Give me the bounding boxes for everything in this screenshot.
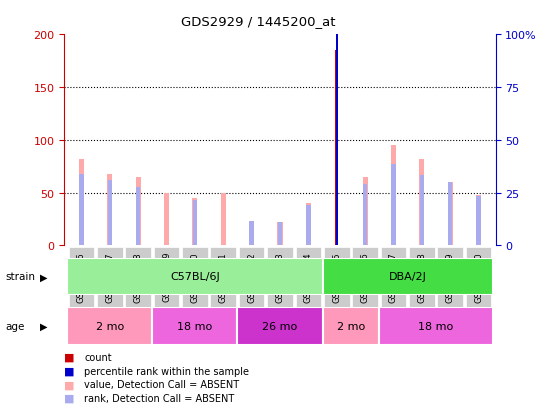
Bar (221, 193, 226, 246)
Text: DBA/2J: DBA/2J (389, 272, 427, 282)
Bar (363, 185, 367, 246)
Bar (306, 204, 311, 246)
Bar (419, 175, 424, 246)
FancyBboxPatch shape (69, 247, 94, 316)
Text: GSM152259: GSM152259 (162, 252, 171, 302)
Bar (448, 183, 452, 246)
FancyBboxPatch shape (324, 247, 349, 316)
FancyBboxPatch shape (296, 247, 321, 316)
FancyBboxPatch shape (154, 247, 179, 316)
Text: GSM152256: GSM152256 (77, 252, 86, 302)
Text: strain: strain (6, 272, 36, 282)
Text: value, Detection Call = ABSENT: value, Detection Call = ABSENT (84, 380, 239, 389)
Bar (136, 177, 141, 246)
Bar (164, 193, 169, 246)
Text: ■: ■ (64, 352, 75, 362)
Text: GSM152258: GSM152258 (134, 252, 143, 302)
Bar (79, 159, 84, 246)
FancyBboxPatch shape (381, 247, 406, 316)
FancyBboxPatch shape (466, 247, 491, 316)
Text: count: count (84, 352, 111, 362)
Bar (249, 223, 254, 246)
Text: GSM152268: GSM152268 (417, 252, 426, 302)
Text: GSM152269: GSM152269 (446, 252, 455, 302)
FancyBboxPatch shape (352, 247, 378, 316)
Bar (278, 223, 282, 246)
Bar (277, 223, 283, 246)
Bar (80, 174, 83, 246)
Bar (476, 195, 481, 246)
Text: ▶: ▶ (40, 321, 48, 331)
Text: GSM152270: GSM152270 (474, 252, 483, 302)
FancyBboxPatch shape (323, 258, 493, 295)
Text: 18 mo: 18 mo (178, 321, 212, 331)
Bar (249, 221, 254, 246)
Text: ▶: ▶ (40, 272, 48, 282)
Text: GSM152261: GSM152261 (219, 252, 228, 302)
FancyBboxPatch shape (125, 247, 151, 316)
Bar (107, 174, 113, 246)
Text: rank, Detection Call = ABSENT: rank, Detection Call = ABSENT (84, 393, 234, 403)
Text: 2 mo: 2 mo (96, 321, 124, 331)
Text: GSM152263: GSM152263 (276, 252, 284, 302)
Bar (136, 188, 141, 246)
FancyBboxPatch shape (182, 247, 208, 316)
Bar (336, 35, 338, 246)
FancyBboxPatch shape (379, 308, 493, 345)
Text: GSM152260: GSM152260 (190, 252, 199, 302)
Bar (477, 196, 480, 246)
Bar (391, 165, 396, 246)
Text: ■: ■ (64, 380, 75, 389)
FancyBboxPatch shape (152, 308, 237, 345)
Bar (335, 51, 338, 246)
Text: age: age (6, 321, 25, 331)
Text: 2 mo: 2 mo (337, 321, 365, 331)
Text: ■: ■ (64, 393, 75, 403)
FancyBboxPatch shape (67, 258, 323, 295)
Text: GSM152267: GSM152267 (389, 252, 398, 302)
FancyBboxPatch shape (239, 247, 264, 316)
Text: GSM152264: GSM152264 (304, 252, 313, 302)
Bar (362, 177, 368, 246)
Text: percentile rank within the sample: percentile rank within the sample (84, 366, 249, 376)
Bar (391, 146, 396, 246)
FancyBboxPatch shape (323, 308, 379, 345)
Text: 26 mo: 26 mo (263, 321, 297, 331)
FancyBboxPatch shape (211, 247, 236, 316)
FancyBboxPatch shape (97, 247, 123, 316)
FancyBboxPatch shape (237, 308, 323, 345)
Bar (108, 180, 112, 246)
Text: C57BL/6J: C57BL/6J (170, 272, 220, 282)
Bar (419, 159, 424, 246)
Title: GDS2929 / 1445200_at: GDS2929 / 1445200_at (181, 15, 335, 28)
Text: GSM152257: GSM152257 (105, 252, 114, 302)
Text: 18 mo: 18 mo (418, 321, 454, 331)
FancyBboxPatch shape (267, 247, 293, 316)
Bar (447, 183, 453, 246)
Text: GSM152262: GSM152262 (247, 252, 256, 302)
FancyBboxPatch shape (409, 247, 435, 316)
FancyBboxPatch shape (437, 247, 463, 316)
Text: ■: ■ (64, 366, 75, 376)
Text: GSM152265: GSM152265 (332, 252, 341, 302)
FancyBboxPatch shape (67, 308, 152, 345)
Text: GSM152266: GSM152266 (361, 252, 370, 302)
Bar (193, 200, 197, 246)
Bar (306, 206, 311, 246)
Bar (192, 198, 198, 246)
